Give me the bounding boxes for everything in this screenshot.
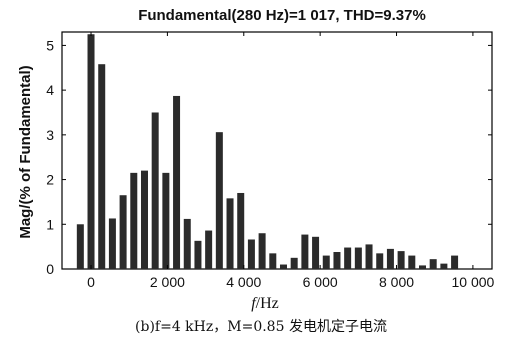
bar (258, 233, 266, 269)
bar (354, 247, 362, 269)
bar-series (76, 34, 459, 270)
bar (279, 264, 287, 269)
bar (333, 252, 341, 269)
y-tick-label: 0 (46, 261, 54, 277)
chart-title: Fundamental(280 Hz)=1 017, THD=9.37% (138, 7, 426, 24)
bar (151, 112, 159, 270)
bar (119, 195, 127, 269)
x-tick-label: 0 (87, 274, 95, 290)
y-tick-label: 2 (46, 172, 54, 188)
bar (237, 192, 245, 269)
y-tick-label: 1 (46, 216, 54, 232)
x-tick-label: 10 000 (451, 274, 494, 290)
bar (397, 251, 405, 269)
bar (451, 255, 459, 269)
bar (215, 132, 223, 269)
bar (140, 170, 148, 269)
x-tick-label: 2 000 (150, 274, 185, 290)
y-tick-label: 3 (46, 127, 54, 143)
x-axis-label: f/Hz (251, 295, 279, 312)
x-axis-label-symbol: f (251, 295, 258, 312)
bar (322, 255, 330, 269)
y-tick-label: 5 (46, 37, 54, 53)
bar (205, 230, 213, 269)
bar (173, 95, 181, 269)
bar (130, 172, 138, 269)
y-axis-ticks: 0 1 2 3 4 5 (46, 37, 492, 277)
figure-caption: (b)f=4 kHz，M=0.85 发电机定子电流 (135, 319, 387, 335)
bar (76, 224, 84, 269)
bar (290, 257, 298, 269)
bar (386, 248, 394, 269)
bar (312, 236, 320, 269)
bar (429, 259, 437, 269)
bar (183, 218, 191, 269)
bar (194, 240, 202, 269)
x-tick-label: 4 000 (226, 274, 261, 290)
bar (269, 253, 277, 269)
bar (98, 64, 106, 269)
bar (376, 253, 384, 269)
bar (162, 172, 170, 269)
x-tick-label: 8 000 (379, 274, 414, 290)
bar (408, 255, 416, 269)
bar (419, 265, 426, 269)
bar (440, 263, 448, 269)
bar (344, 247, 352, 269)
x-axis-ticks: 0 2 000 4 000 6 000 8 000 10 000 (87, 32, 495, 290)
bar (108, 218, 116, 269)
bar (301, 234, 309, 269)
bar (247, 239, 255, 269)
bar (365, 244, 373, 269)
bar (87, 34, 95, 269)
bar (226, 198, 234, 269)
plot-area-frame (61, 31, 493, 270)
y-tick-label: 4 (46, 82, 54, 98)
y-axis-label: Mag/(% of Fundamental) (17, 65, 34, 238)
x-axis-label-unit: /Hz (256, 295, 279, 312)
x-tick-label: 6 000 (303, 274, 338, 290)
